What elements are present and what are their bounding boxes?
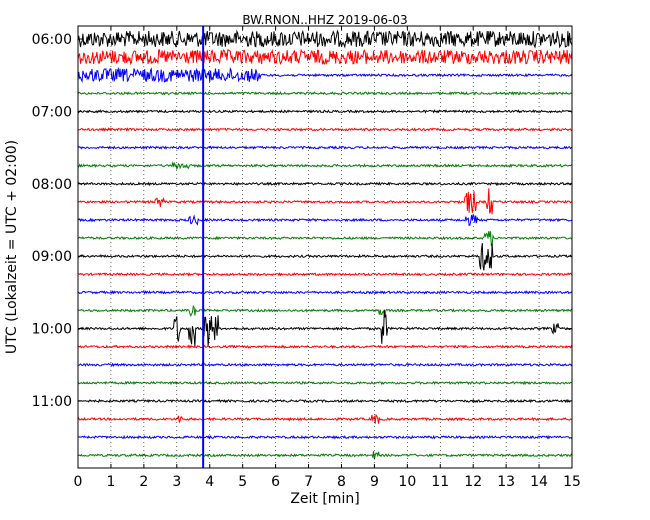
x-axis-ticks: 0 1 2 3 4 5 6 7 8 9 10 11 12 13 14 15 bbox=[74, 26, 581, 490]
trace-row bbox=[77, 380, 573, 386]
y-tick-label: 09:00 bbox=[32, 249, 72, 265]
x-tick-label: 5 bbox=[238, 474, 247, 490]
trace-row bbox=[77, 91, 573, 96]
x-tick-label: 0 bbox=[74, 474, 83, 490]
x-tick-label: 7 bbox=[304, 474, 313, 490]
x-tick-label: 13 bbox=[497, 474, 515, 490]
trace-row bbox=[77, 451, 573, 460]
trace-row bbox=[77, 66, 573, 84]
x-tick-label: 15 bbox=[563, 474, 581, 490]
trace-row bbox=[77, 109, 573, 114]
trace-row bbox=[77, 48, 573, 66]
trace-row bbox=[77, 181, 573, 187]
x-tick-label: 2 bbox=[139, 474, 148, 490]
trace-row bbox=[77, 304, 573, 318]
x-tick-label: 9 bbox=[370, 474, 379, 490]
y-tick-label: 10:00 bbox=[32, 322, 72, 338]
x-axis-label: Zeit [min] bbox=[290, 491, 359, 507]
x-tick-label: 6 bbox=[271, 474, 280, 490]
x-tick-label: 12 bbox=[464, 474, 482, 490]
x-tick-label: 3 bbox=[172, 474, 181, 490]
trace-row bbox=[77, 145, 573, 150]
x-tick-label: 1 bbox=[106, 474, 115, 490]
trace-row bbox=[77, 161, 573, 171]
trace-row bbox=[77, 127, 573, 132]
plot-frame bbox=[77, 25, 573, 469]
trace-row bbox=[77, 231, 573, 247]
grid-lines bbox=[110, 26, 540, 468]
y-tick-label: 06:00 bbox=[32, 32, 72, 48]
y-tick-label: 11:00 bbox=[32, 394, 72, 410]
trace-row bbox=[77, 362, 573, 368]
trace-row bbox=[77, 271, 573, 277]
trace-row bbox=[77, 398, 572, 404]
y-tick-label: 07:00 bbox=[32, 104, 72, 120]
trace-row bbox=[77, 309, 573, 347]
x-tick-label: 4 bbox=[205, 474, 214, 490]
x-tick-label: 11 bbox=[431, 474, 449, 490]
trace-group bbox=[77, 26, 573, 468]
trace-row bbox=[77, 188, 573, 215]
trace-row bbox=[78, 434, 573, 440]
trace-row bbox=[77, 213, 573, 226]
x-tick-label: 8 bbox=[337, 474, 346, 490]
x-tick-label: 14 bbox=[530, 474, 548, 490]
y-axis-label: UTC (Lokalzeit = UTC + 02:00) bbox=[4, 140, 20, 354]
trace-row bbox=[77, 344, 573, 350]
trace-row bbox=[77, 29, 573, 49]
y-axis-ticks: 06:00 07:00 08:00 09:00 10:00 11:00 bbox=[32, 32, 572, 410]
x-tick-label: 10 bbox=[398, 474, 416, 490]
trace-row bbox=[77, 413, 573, 424]
trace-row bbox=[77, 290, 573, 295]
chart-title: BW.RNON..HHZ 2019-06-03 bbox=[242, 13, 407, 27]
trace-row bbox=[77, 243, 573, 271]
y-tick-label: 08:00 bbox=[32, 177, 72, 193]
